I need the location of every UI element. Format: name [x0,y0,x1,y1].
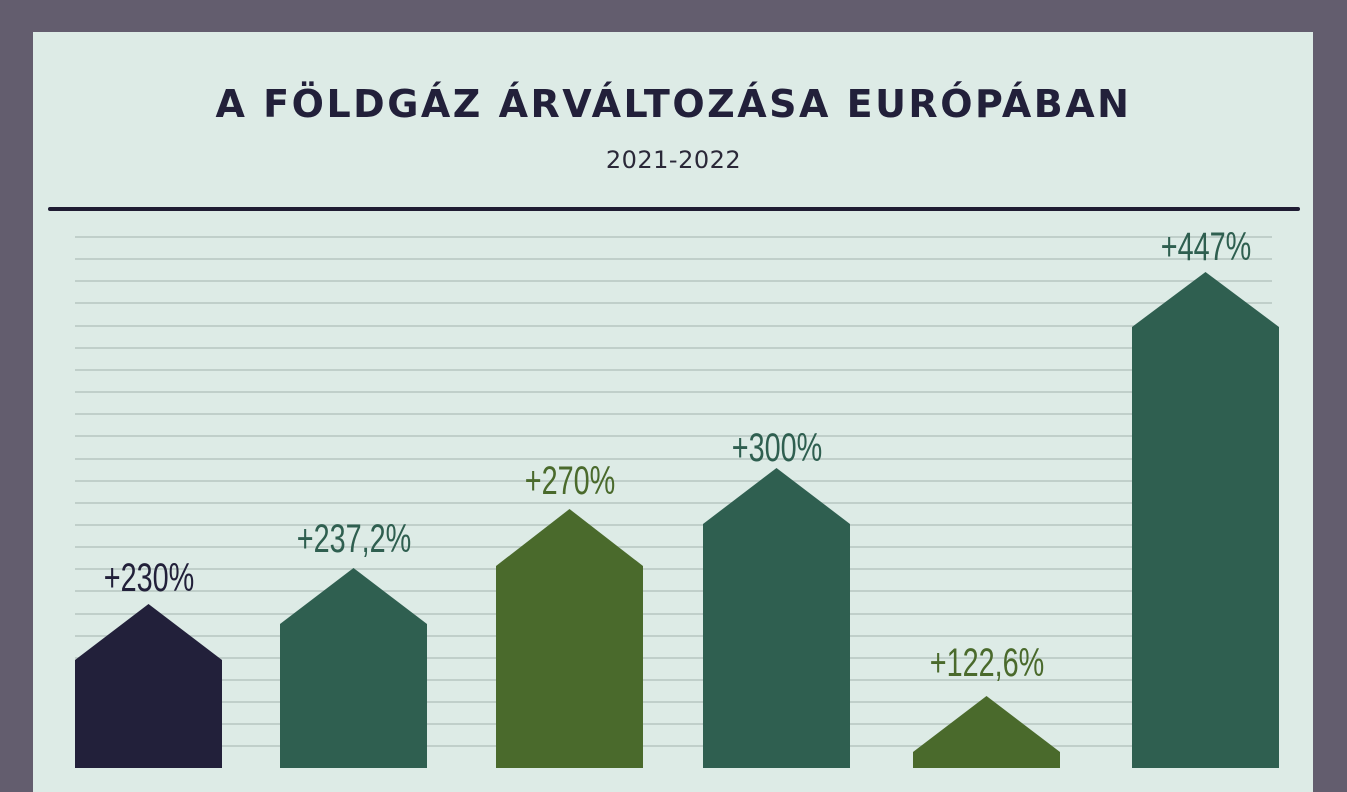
value-label-1: +230% [103,556,194,600]
gridline [75,391,1272,394]
bar-2 [280,568,427,768]
gridline [75,745,1272,748]
gridline [75,457,1272,460]
gridline [75,546,1272,549]
gridline [75,568,1272,571]
arrow-bar-shape [280,568,427,768]
gridline [75,258,1272,261]
gridline [75,523,1272,526]
chart-title: A FÖLDGÁZ ÁRVÁLTOZÁSA EURÓPÁBAN [215,82,1132,126]
gridline [75,479,1272,482]
gridline [75,368,1272,371]
gridline [75,701,1272,704]
bar-5 [913,696,1060,768]
bar-6 [1132,272,1279,768]
bar-3 [496,509,643,768]
bar-1 [75,604,222,768]
gridline [75,501,1272,504]
gridline [75,413,1272,416]
gridline [75,634,1272,637]
gridline [75,324,1272,327]
arrow-bar-shape [75,604,222,768]
value-label-4: +300% [731,426,822,470]
gridline [75,302,1272,305]
arrow-bar-shape [913,696,1060,768]
gridline [75,236,1272,238]
chart-subtitle: 2021-2022 [605,146,742,174]
value-label-3: +270% [524,459,615,503]
bar-4 [703,468,850,768]
gridline [75,612,1272,615]
gridline [75,723,1272,726]
value-label-6: +447% [1160,225,1251,269]
gridline [75,435,1272,438]
infographic-card [33,32,1313,792]
gridline [75,280,1272,283]
value-label-2: +237,2% [296,517,411,561]
gridline [75,590,1272,593]
arrow-bar-shape [703,468,850,768]
title-divider [48,207,1300,211]
gridline [75,679,1272,681]
value-label-5: +122,6% [929,641,1044,685]
gridline [75,656,1272,659]
arrow-bar-shape [496,509,643,768]
gridline [75,346,1272,349]
arrow-bar-shape [1132,272,1279,768]
